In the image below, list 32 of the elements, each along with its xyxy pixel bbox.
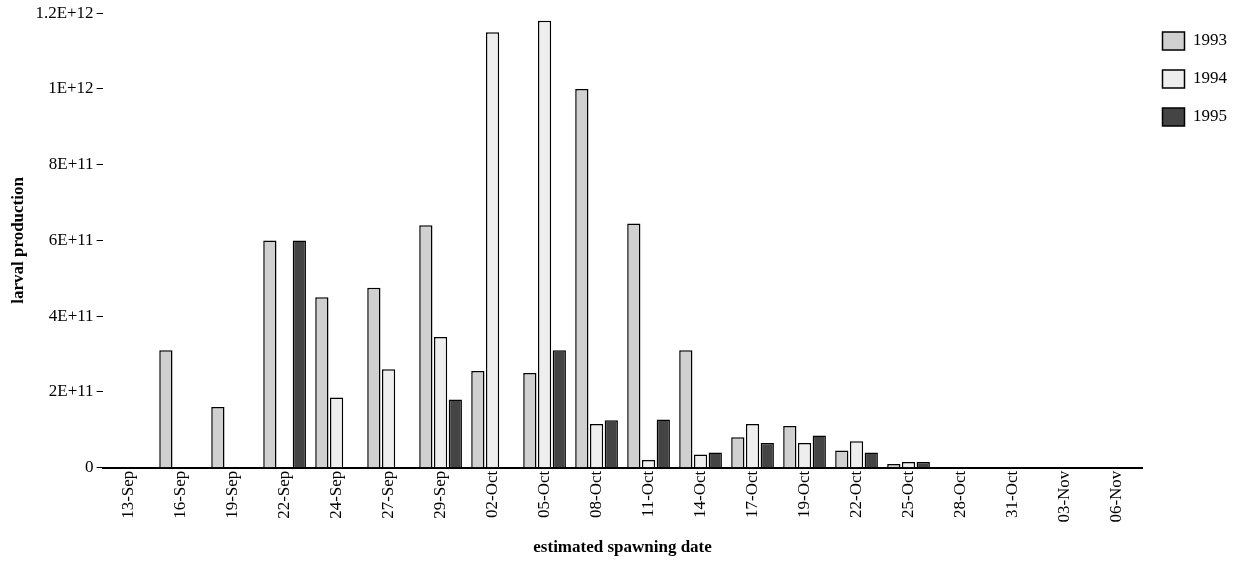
x-tick-label: 06-Nov [1105, 470, 1125, 523]
legend-label: 1994 [1193, 68, 1228, 88]
x-tick-label: 19-Oct [794, 470, 814, 518]
x-tick-label: 25-Oct [898, 470, 917, 518]
legend-label: 1993 [1193, 30, 1227, 50]
x-axis-title: estimated spawning date [533, 537, 713, 557]
x-tick-label: 13-Sep [118, 470, 138, 519]
x-tick-label: 29-Sep [430, 470, 450, 519]
x-tick-label: 05-Oct [534, 470, 554, 518]
y-tick-label: 0 [85, 457, 94, 477]
x-tick-label: 31-Oct [1001, 470, 1021, 518]
x-tick-label: 17-Oct [742, 470, 762, 518]
legend-label: 1995 [1193, 106, 1227, 126]
x-tick-label: 03-Nov [1053, 470, 1073, 523]
x-tick-label: 11-Oct [638, 470, 658, 518]
x-tick-label: 08-Oct [586, 470, 606, 518]
y-tick-label: 6E+11 [48, 229, 94, 249]
x-tick-label: 14-Oct [690, 470, 710, 518]
y-axis-title: larval production [7, 176, 27, 304]
x-tick-label: 22-Oct [846, 470, 865, 518]
y-tick-label: 2E+11 [48, 381, 94, 401]
x-tick-label: 28-Oct [949, 470, 969, 518]
x-tick-label: 16-Sep [170, 470, 190, 519]
x-tick-label: 02-Oct [482, 470, 502, 518]
y-tick-label: 8E+11 [48, 154, 94, 174]
x-tick-label: 22-Sep [274, 470, 294, 519]
y-tick-label: 1.2E+12 [35, 2, 94, 22]
x-tick-label: 24-Sep [326, 470, 346, 519]
y-tick-label: 4E+11 [48, 305, 94, 325]
y-tick-label: 1E+12 [48, 78, 94, 98]
x-tick-label: 27-Sep [378, 470, 398, 519]
x-tick-label: 19-Sep [222, 470, 242, 519]
